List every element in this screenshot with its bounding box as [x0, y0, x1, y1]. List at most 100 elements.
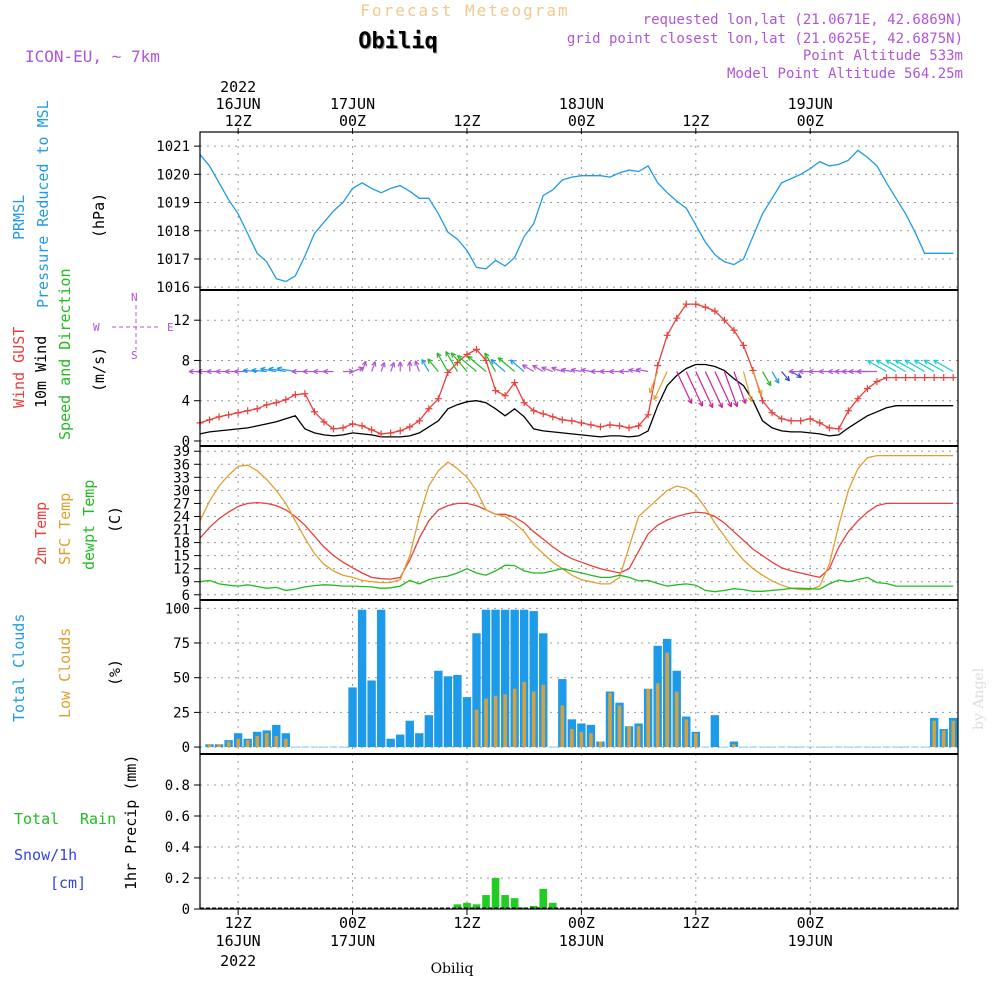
wind-arrow	[343, 368, 354, 375]
label-dewpt-temp: dewpt Temp	[80, 480, 98, 570]
bar-low-clouds	[570, 729, 574, 748]
wind-arrow-shaft	[904, 359, 925, 373]
wind-arrow-shaft	[522, 364, 535, 373]
gust-marker	[882, 374, 890, 382]
bar-total-clouds	[367, 680, 376, 748]
series-wind-gust	[199, 303, 954, 435]
wind-arrow-shaft	[414, 360, 420, 372]
gust-marker	[730, 326, 738, 334]
gust-marker	[291, 391, 299, 399]
bar-low-clouds	[245, 740, 250, 748]
gust-marker	[387, 429, 395, 437]
gust-marker	[310, 408, 318, 416]
bar-rain	[491, 878, 500, 909]
gust-marker	[272, 399, 280, 407]
bar-low-clouds	[598, 741, 603, 748]
wind-arrow	[541, 366, 553, 373]
bar-low-clouds	[693, 733, 698, 748]
bar-low-clouds	[207, 744, 212, 748]
y-tick-label: 1016	[156, 280, 190, 296]
y-tick-label: 0	[182, 740, 190, 756]
gust-marker	[301, 390, 309, 398]
wind-arrow	[484, 352, 497, 372]
bar-rain	[539, 888, 548, 909]
bar-low-clouds	[284, 738, 288, 748]
gust-marker	[253, 405, 261, 413]
x-hour-top: 00Z	[339, 112, 366, 130]
bar-total-clouds	[424, 715, 434, 748]
wind-arrow-head	[580, 367, 586, 374]
wind-arrow-shaft	[790, 371, 802, 378]
wind-arrow-shaft	[885, 359, 906, 373]
y-tick-label: 75	[173, 636, 190, 652]
label-low-clouds: Low Clouds	[56, 628, 74, 718]
gust-marker	[358, 422, 366, 430]
bar-rain	[453, 904, 462, 909]
point-altitude: Point Altitude 533m	[803, 48, 963, 64]
wind-arrow	[414, 360, 420, 372]
wind-arrow	[752, 371, 763, 396]
bar-low-clouds	[932, 720, 936, 748]
wind-arrow	[788, 368, 801, 375]
bar-low-clouds	[503, 694, 507, 748]
wind-arrow-head	[541, 366, 547, 372]
x-hour-bottom: 12Z	[682, 914, 709, 932]
gust-marker	[377, 430, 385, 438]
gust-marker	[778, 415, 786, 423]
bar-rain	[482, 895, 490, 909]
wind-arrow-head	[532, 364, 538, 370]
wind-arrow	[580, 367, 592, 374]
wind-arrow-head	[733, 401, 739, 408]
x-hour-bottom: 00Z	[339, 914, 366, 932]
wind-arrow-head	[521, 364, 528, 370]
wind-arrow	[445, 351, 458, 372]
bar-low-clouds	[484, 698, 488, 748]
wind-arrow	[291, 368, 305, 375]
gust-marker	[349, 420, 357, 428]
gust-marker	[644, 411, 652, 419]
bar-low-clouds	[636, 726, 641, 748]
wind-arrow-head	[421, 359, 427, 365]
bar-rain	[501, 895, 509, 909]
bar-low-clouds	[531, 691, 536, 748]
wind-arrow-shaft	[421, 359, 430, 372]
bar-low-clouds	[474, 709, 479, 748]
wind-arrow-shaft	[242, 369, 258, 373]
y-tick-label: 33	[173, 470, 190, 486]
bar-low-clouds	[589, 733, 593, 748]
wind-arrow	[771, 371, 780, 384]
gust-marker	[844, 407, 852, 415]
x-hour-top: 00Z	[568, 112, 595, 130]
gust-marker	[225, 411, 233, 419]
y-tick-label: 12	[173, 562, 190, 578]
wind-arrow	[653, 371, 668, 401]
gust-marker	[473, 345, 481, 353]
wind-arrow	[497, 357, 516, 372]
wind-arrow-head	[467, 355, 473, 361]
y-tick-label: 8	[182, 353, 190, 369]
gust-marker	[701, 303, 709, 311]
wind-arrow	[904, 359, 925, 373]
wind-arrow	[570, 367, 582, 374]
y-tick-label: 6	[182, 588, 190, 604]
bar-rain	[472, 904, 481, 909]
wind-arrow-head	[313, 368, 319, 375]
label-wind-gust: Wind GUST	[10, 327, 28, 408]
wind-arrow-head	[397, 361, 403, 367]
gust-marker	[911, 374, 919, 382]
wind-arrow	[648, 371, 659, 394]
wind-arrow	[268, 366, 286, 373]
grid-point-coords: grid point closest lon,lat (21.0625E, 42…	[567, 31, 963, 47]
wind-arrow-head	[784, 375, 791, 382]
gust-marker	[425, 405, 433, 413]
x-hour-bottom: 12Z	[453, 914, 480, 932]
wind-arrow-head	[560, 367, 567, 374]
gust-marker	[930, 374, 938, 382]
bar-total-clouds	[434, 670, 443, 748]
wind-arrow	[421, 359, 430, 372]
wind-arrow-head	[251, 367, 257, 374]
requested-coords: requested lon,lat (21.0671E, 42.6869N)	[643, 12, 963, 28]
wind-arrow-head	[747, 396, 754, 402]
wind-arrow	[695, 371, 714, 409]
gust-marker	[863, 385, 871, 393]
